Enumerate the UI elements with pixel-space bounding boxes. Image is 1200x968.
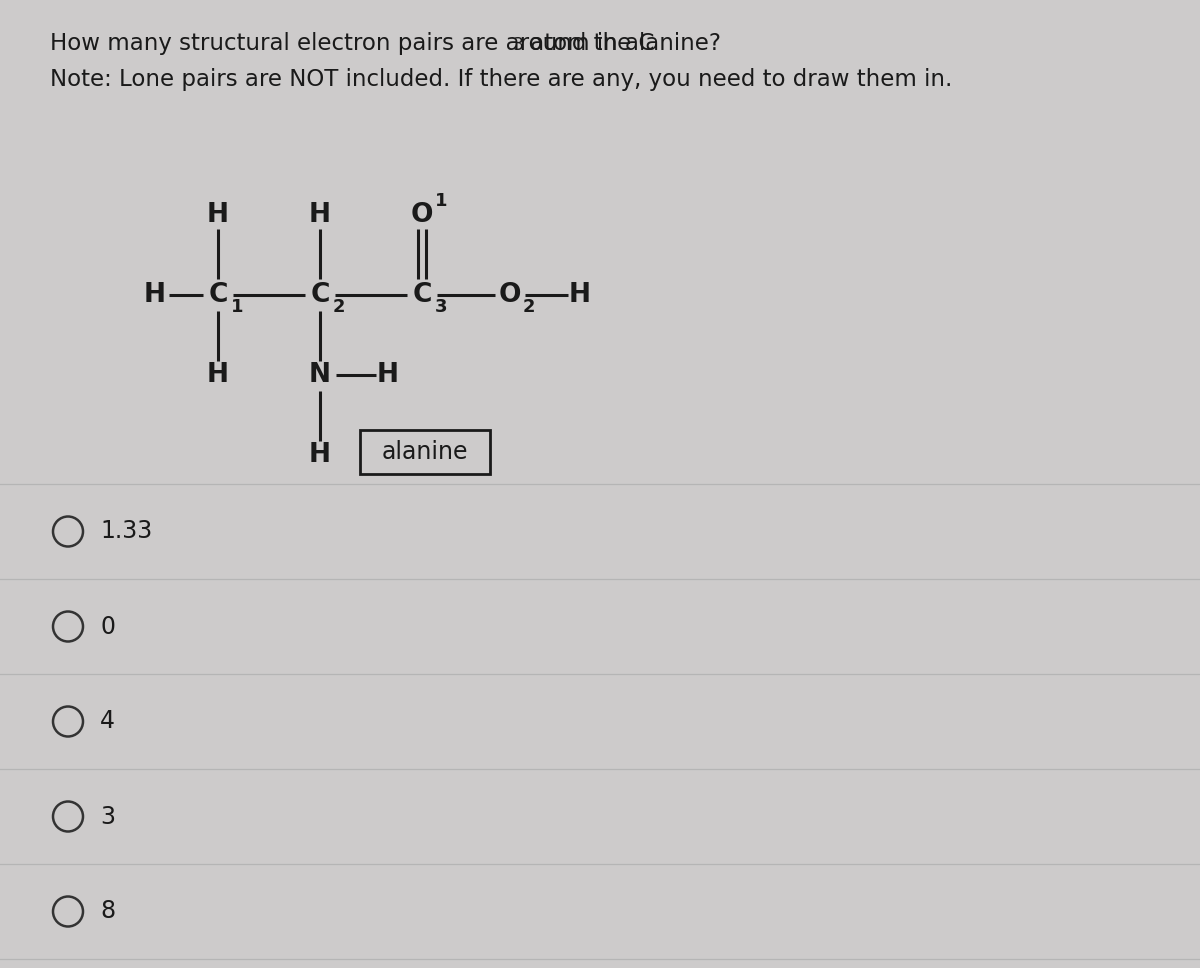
Text: 3: 3: [100, 804, 115, 829]
Text: 8: 8: [100, 899, 115, 923]
Text: 1: 1: [436, 192, 448, 210]
Text: 4: 4: [100, 710, 115, 734]
Text: O: O: [499, 282, 521, 308]
Text: 1.33: 1.33: [100, 520, 152, 543]
Text: 3: 3: [436, 298, 448, 316]
Text: 0: 0: [100, 615, 115, 639]
Text: O: O: [410, 202, 433, 228]
Text: N: N: [310, 362, 331, 388]
Text: C: C: [413, 282, 432, 308]
FancyBboxPatch shape: [360, 430, 490, 474]
Text: H: H: [310, 442, 331, 468]
Text: H: H: [569, 282, 592, 308]
Text: H: H: [208, 362, 229, 388]
Text: C: C: [311, 282, 330, 308]
Text: 2: 2: [334, 298, 346, 316]
Text: H: H: [208, 202, 229, 228]
Text: H: H: [310, 202, 331, 228]
Text: 1: 1: [230, 298, 244, 316]
Text: atom in alanine?: atom in alanine?: [523, 32, 721, 55]
Text: Note: Lone pairs are NOT included. If there are any, you need to draw them in.: Note: Lone pairs are NOT included. If th…: [50, 68, 953, 91]
Text: C: C: [209, 282, 228, 308]
Text: How many structural electron pairs are around the C: How many structural electron pairs are a…: [50, 32, 654, 55]
Text: 2: 2: [523, 298, 535, 316]
Text: H: H: [144, 282, 166, 308]
Text: alanine: alanine: [382, 440, 468, 464]
Text: 3: 3: [514, 36, 524, 54]
Text: H: H: [377, 362, 398, 388]
